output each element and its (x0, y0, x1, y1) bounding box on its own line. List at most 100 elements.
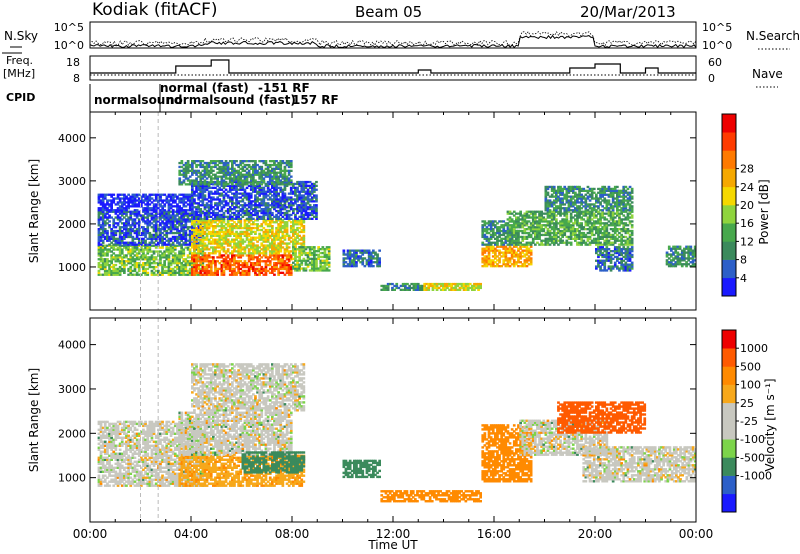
data-cell (401, 284, 405, 288)
data-cell (525, 259, 529, 262)
data-cell (279, 254, 283, 257)
data-cell (125, 224, 128, 227)
data-cell (258, 175, 261, 178)
data-cell (173, 269, 177, 273)
data-cell (182, 237, 186, 240)
data-cell (527, 255, 531, 258)
data-cell (374, 251, 377, 254)
data-cell (502, 220, 506, 223)
data-cell (184, 210, 188, 213)
data-cell (372, 255, 375, 258)
data-cell (231, 181, 234, 184)
data-cell (241, 186, 245, 189)
data-cell (252, 167, 255, 170)
data-cell (99, 199, 103, 202)
data-cell (408, 288, 411, 291)
data-cell (294, 213, 297, 217)
data-cell (237, 232, 240, 235)
data-cell (180, 183, 184, 186)
data-cell (510, 243, 514, 246)
data-cell (180, 209, 184, 212)
data-cell (188, 175, 192, 178)
data-cell (182, 167, 186, 170)
data-cell (348, 255, 352, 258)
data-cell (277, 183, 280, 186)
data-cell (529, 233, 533, 237)
data-cell (197, 241, 200, 244)
data-cell (273, 184, 276, 187)
data-cell (315, 269, 318, 272)
data-cell (103, 212, 107, 215)
data-cell (294, 253, 297, 257)
data-cell (506, 235, 510, 239)
data-cell (205, 221, 209, 224)
data-cell (142, 210, 145, 213)
data-cell (241, 184, 245, 187)
data-cell (212, 246, 215, 249)
data-cell (205, 225, 209, 228)
data-cell (220, 236, 224, 239)
data-cell (260, 256, 264, 259)
data-cell (273, 188, 276, 191)
data-cell (197, 267, 200, 271)
data-cell (363, 249, 367, 252)
data-cell (157, 269, 160, 273)
data-cell (359, 261, 362, 264)
data-cell (131, 235, 135, 239)
data-cell (283, 167, 287, 170)
data-cell (298, 215, 301, 218)
data-cell (224, 209, 228, 213)
data-cell (273, 171, 276, 174)
data-cell (112, 226, 116, 229)
data-cell (268, 192, 272, 195)
data-cell (218, 198, 222, 201)
data-cell (110, 262, 113, 265)
data-cell (167, 254, 171, 257)
data-cell (264, 160, 268, 163)
data-cell (519, 243, 522, 246)
data-cell (302, 225, 306, 228)
data-cell (369, 259, 373, 262)
data-cell (277, 202, 280, 205)
data-cell (235, 177, 238, 180)
data-cell (201, 198, 205, 201)
data-cell (310, 192, 314, 195)
beam-title: Beam 05 (355, 3, 422, 21)
data-cell (173, 265, 177, 269)
data-cell (487, 228, 491, 231)
data-cell (135, 216, 139, 219)
data-cell (531, 237, 535, 240)
data-cell (271, 184, 274, 187)
data-cell (262, 269, 266, 273)
data-cell (281, 246, 285, 249)
data-cell (496, 237, 499, 240)
data-cell (201, 252, 205, 255)
data-cell (237, 265, 240, 269)
data-cell (191, 204, 194, 207)
data-cell (262, 204, 266, 207)
data-cell (313, 255, 316, 259)
data-cell (150, 262, 154, 265)
data-cell (315, 206, 318, 209)
data-cell (112, 231, 116, 235)
data-cell (481, 231, 485, 235)
data-cell (212, 217, 215, 220)
data-cell (195, 246, 198, 249)
data-cell (308, 208, 312, 211)
data-cell (231, 225, 234, 228)
data-cell (289, 179, 293, 182)
data-cell (235, 163, 238, 167)
data-cell (292, 221, 295, 224)
data-cell (317, 250, 320, 253)
data-cell (127, 222, 130, 225)
data-cell (173, 210, 177, 213)
data-cell (508, 228, 512, 231)
data-cell (353, 255, 356, 258)
data-cell (188, 207, 192, 210)
data-cell (517, 229, 520, 233)
data-cell (212, 228, 215, 232)
data-cell (101, 229, 105, 233)
data-cell (256, 183, 259, 186)
data-cell (517, 265, 520, 268)
